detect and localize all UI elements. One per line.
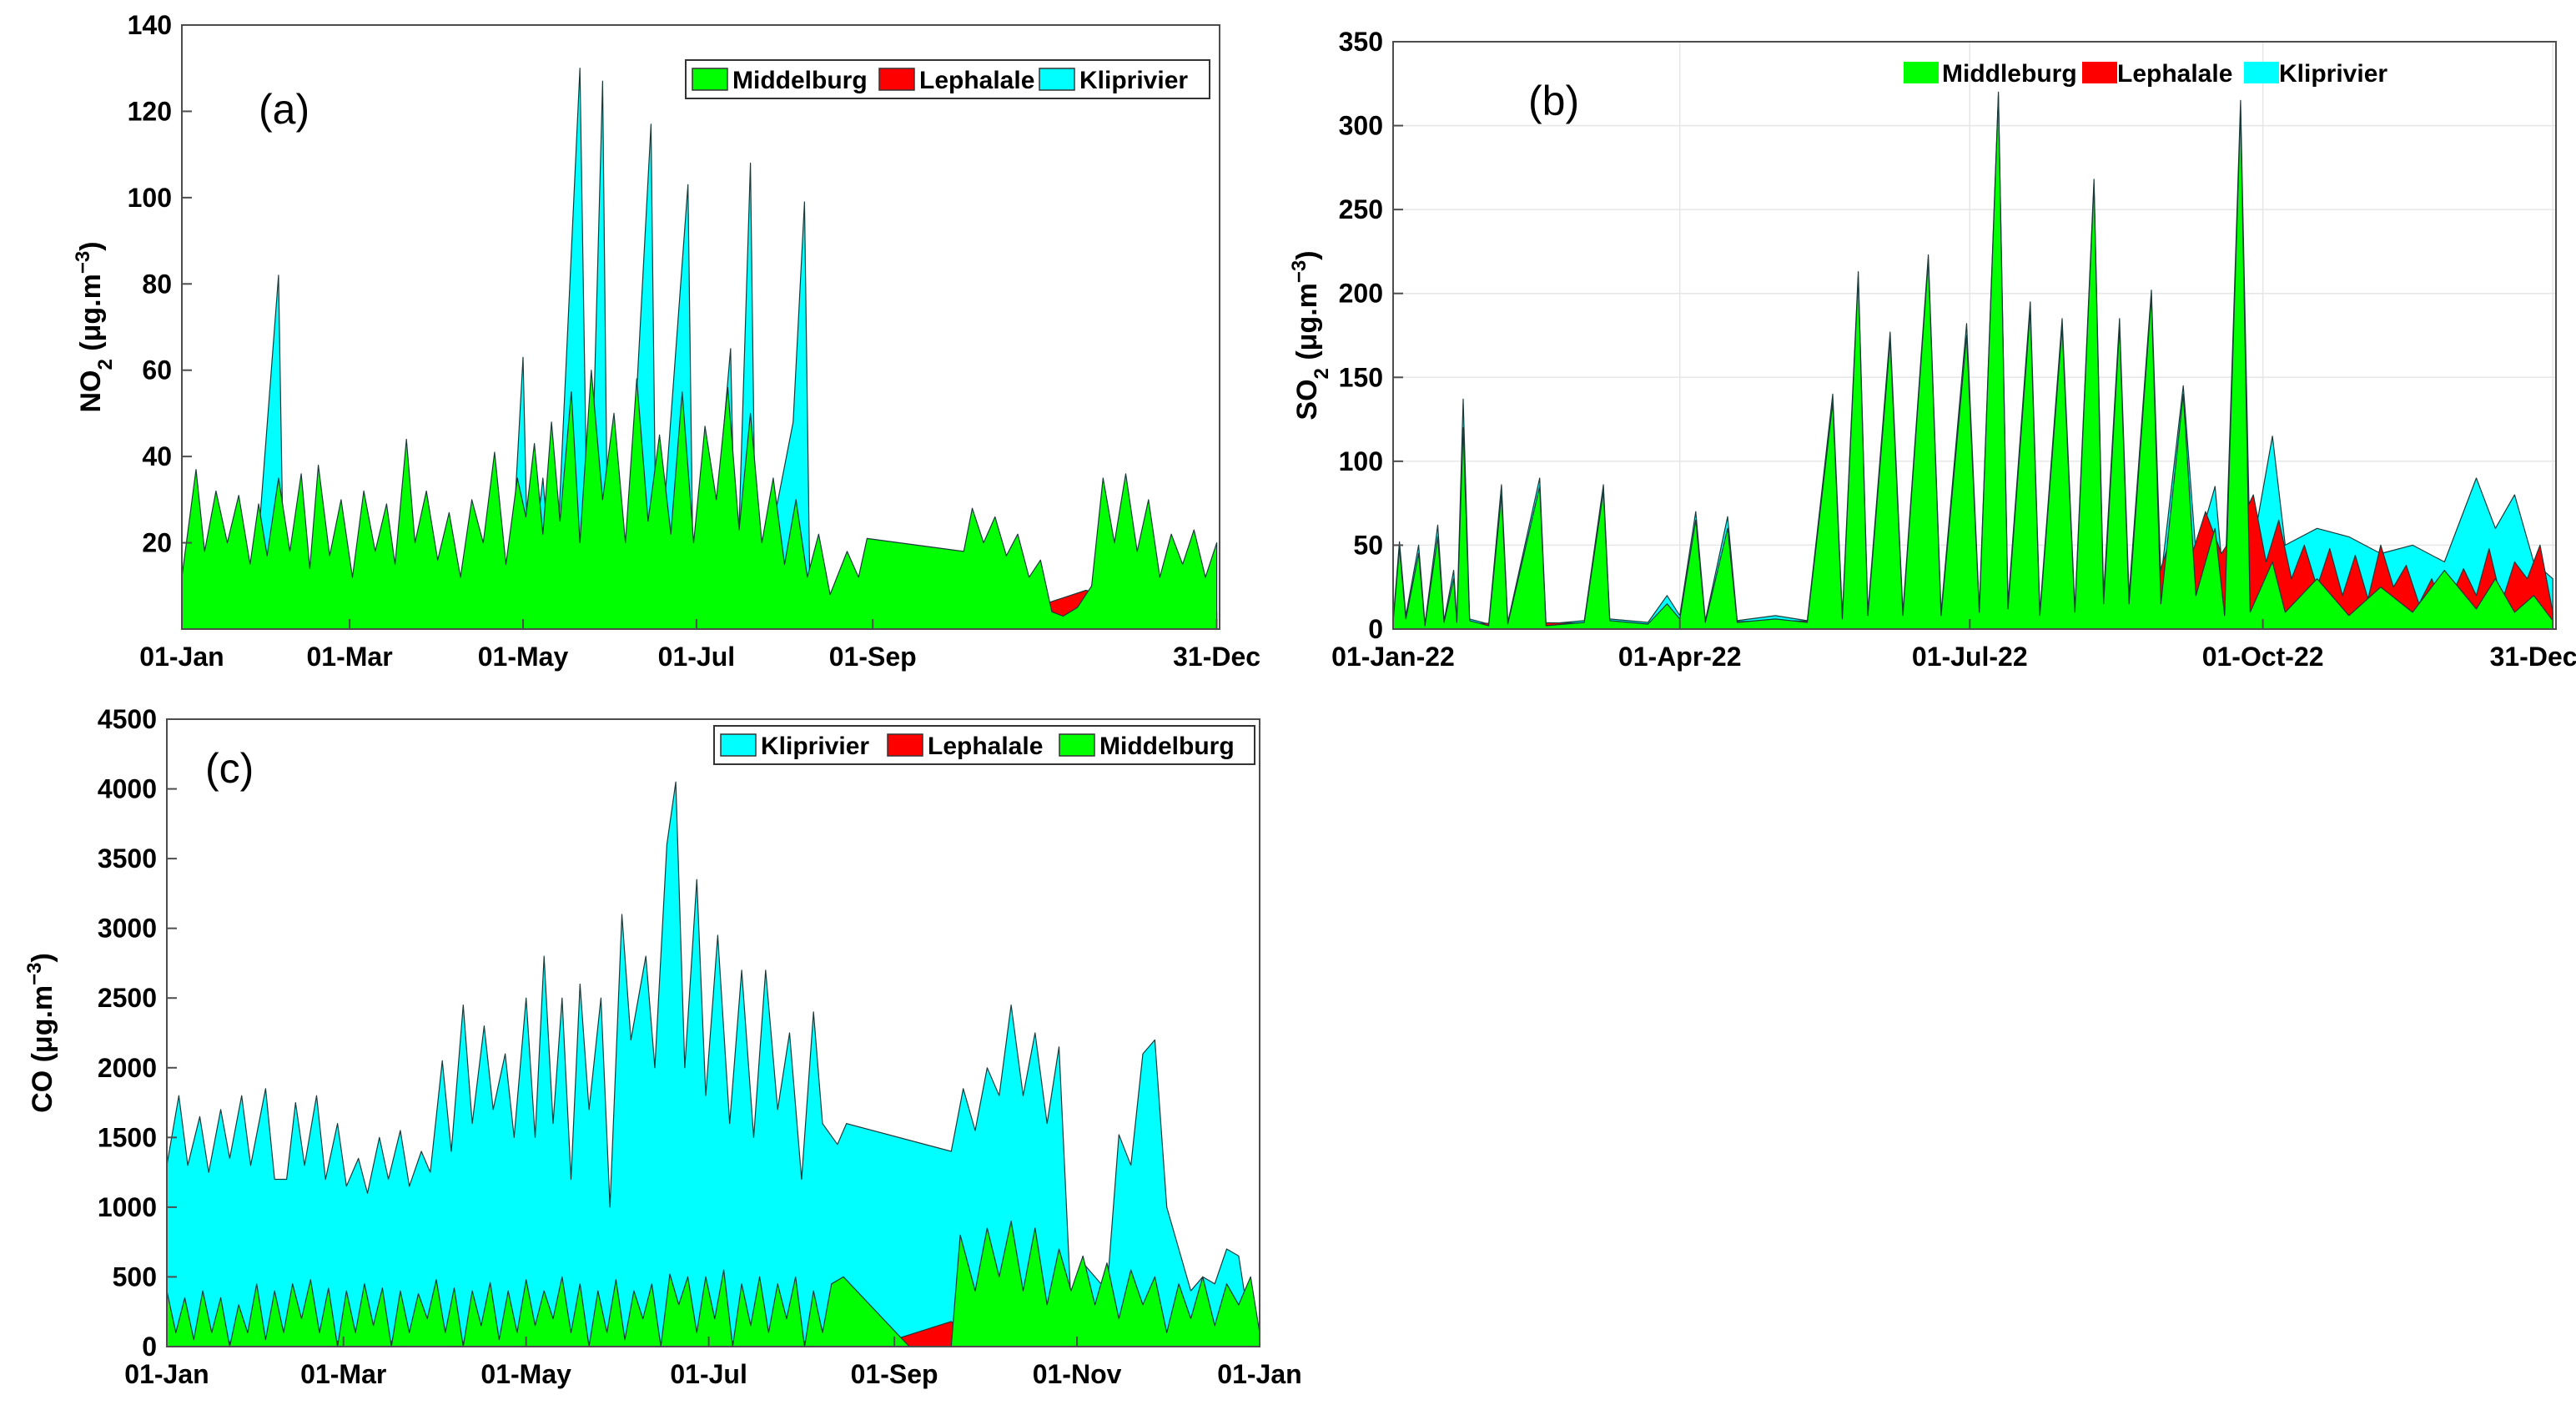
legend-swatch-middleburg <box>1904 62 1939 83</box>
y-axis-label-c: CO (μg.m−3) <box>23 953 59 1113</box>
y-axis-label-text: SO2 (μg.m−3) <box>1288 250 1333 420</box>
panel-label-b: (b) <box>1528 78 1579 124</box>
x-tick-label: 01-Apr-22 <box>1618 642 1742 672</box>
panel-label-c: (c) <box>205 745 254 792</box>
y-tick-label: 0 <box>142 1332 157 1362</box>
y-tick-label: 100 <box>1339 446 1383 476</box>
y-tick-label: 2500 <box>98 983 157 1013</box>
y-tick-label: 20 <box>142 528 172 558</box>
y-tick-label: 40 <box>142 441 172 471</box>
figure: 20 40 60 80 100 120 140 01-Jan 01-Mar 01-May 01-J… <box>0 0 2576 1410</box>
y-tick-label: 80 <box>142 269 172 299</box>
x-tick-label: 01-Mar <box>300 1359 386 1389</box>
y-tick-label: 2000 <box>98 1053 157 1083</box>
panel-b-so2-chart: 0 50 100 150 200 250 300 350 01-Jan-22 01-Apr-22… <box>1288 27 2576 672</box>
y-tick-label: 500 <box>113 1261 157 1292</box>
legend-label-middelburg-c: Middelburg <box>1099 733 1235 760</box>
panel-label-a: (a) <box>259 86 309 133</box>
y-tick-label: 4000 <box>98 774 157 804</box>
x-tick-label: 01-Jan <box>1217 1359 1301 1389</box>
x-tick-label: 01-Jul-22 <box>1912 642 2028 672</box>
y-tick-label: 1500 <box>98 1122 157 1152</box>
legend-swatch-middelburg-c <box>1059 734 1094 756</box>
legend-b: Middleburg Lephalale Kliprivier <box>1904 60 2387 88</box>
x-tick-label: 31-Dec <box>1173 642 1260 672</box>
legend-label-lephalale-b: Lephalale <box>2117 60 2232 88</box>
legend-a: Middelburg Lephalale Kliprivier <box>686 60 1210 98</box>
y-tick-label: 350 <box>1339 27 1383 57</box>
y-tick-label: 150 <box>1339 362 1383 392</box>
legend-swatch-kliprivier-b <box>2244 62 2279 83</box>
y-tick-label: 200 <box>1339 279 1383 309</box>
y-tick-label: 3000 <box>98 914 157 944</box>
y-tick-label: 4500 <box>98 704 157 734</box>
x-tick-label: 01-May <box>478 642 569 672</box>
legend-label-kliprivier: Kliprivier <box>1079 67 1188 94</box>
legend-swatch-lephalale-c <box>888 734 923 756</box>
legend-swatch-lephalale <box>879 68 914 90</box>
y-tick-label: 1000 <box>98 1192 157 1222</box>
y-axis-label-b: SO2 (μg.m−3) <box>1288 250 1333 420</box>
y-tick-label: 140 <box>128 10 172 40</box>
x-tick-label: 01-May <box>480 1359 571 1389</box>
panel-c-co-chart: 0 500 1000 1500 2000 2500 3000 3500 4000 4500 01-… <box>23 704 1302 1389</box>
legend-label-kliprivier-b: Kliprivier <box>2279 60 2387 88</box>
y-tick-label: 100 <box>128 183 172 213</box>
y-tick-label: 60 <box>142 355 172 385</box>
legend-swatch-middelburg <box>692 68 727 90</box>
x-tick-label: 01-Jul <box>670 1359 747 1389</box>
legend-c: Kliprivier Lephalale Middelburg <box>714 726 1255 764</box>
y-tick-label: 120 <box>128 96 172 126</box>
legend-label-middleburg: Middleburg <box>1942 60 2077 88</box>
y-axis-label-text: CO (μg.m−3) <box>23 953 59 1113</box>
legend-swatch-kliprivier-c <box>721 734 756 756</box>
x-tick-label: 01-Jan <box>139 642 224 672</box>
legend-label-lephalale: Lephalale <box>919 67 1034 94</box>
area-kliprivier <box>167 782 1260 1347</box>
x-tick-label: 01-Jul <box>658 642 735 672</box>
x-tick-label: 01-Sep <box>829 642 917 672</box>
x-tick-label: 31-Dec-22 <box>2490 642 2576 672</box>
x-tick-label: 01-Nov <box>1033 1359 1122 1389</box>
y-tick-label: 300 <box>1339 111 1383 141</box>
y-tick-label: 3500 <box>98 843 157 874</box>
x-tick-label: 01-Sep <box>851 1359 938 1389</box>
x-tick-label: 01-Jan <box>124 1359 209 1389</box>
y-tick-label: 0 <box>1368 614 1383 644</box>
legend-label-kliprivier-c: Kliprivier <box>761 733 869 760</box>
legend-swatch-kliprivier <box>1039 68 1074 90</box>
x-tick-label: 01-Oct-22 <box>2202 642 2324 672</box>
x-tick-label: 01-Mar <box>307 642 393 672</box>
legend-swatch-lephalale-b <box>2082 62 2117 83</box>
panel-a-no2-chart: 20 40 60 80 100 120 140 01-Jan 01-Mar 01-May 01-J… <box>0 0 1298 701</box>
legend-label-middelburg: Middelburg <box>732 67 868 94</box>
y-tick-label: 250 <box>1339 194 1383 224</box>
legend-label-lephalale-c: Lephalale <box>928 733 1043 760</box>
area-middleburg <box>1393 95 2553 629</box>
x-tick-label: 01-Jan-22 <box>1331 642 1455 672</box>
y-tick-label: 50 <box>1353 530 1383 560</box>
